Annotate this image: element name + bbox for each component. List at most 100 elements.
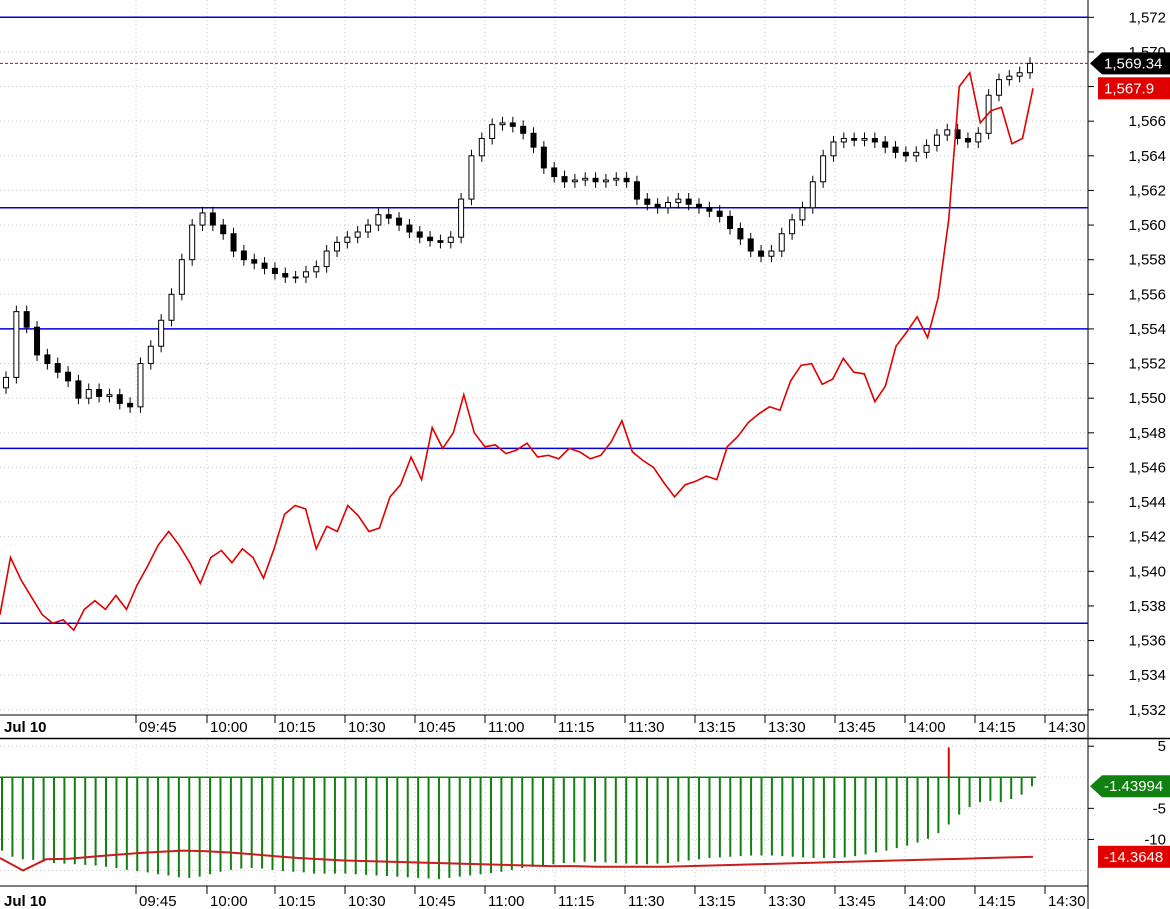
candle: [871, 132, 878, 149]
x-tick-label: 10:30: [348, 719, 386, 736]
candle: [995, 73, 1002, 102]
candle: [913, 146, 920, 162]
candle: [478, 132, 485, 162]
candle: [592, 172, 599, 188]
candle: [623, 172, 630, 188]
candle: [664, 196, 671, 214]
x-tick-label: 11:00: [488, 719, 524, 736]
candle: [561, 170, 568, 188]
histogram-y-axis-ticks: 5 -5 -10: [1088, 738, 1166, 848]
y-tick-label: 1,544: [1128, 494, 1166, 511]
y-tick-label: 1,546: [1128, 459, 1166, 476]
histogram-value-tag-label: -1.43994: [1104, 778, 1163, 795]
y-tick-label: 1,534: [1128, 667, 1166, 684]
x-tick-label: 10:45: [418, 719, 456, 736]
histogram-signal-tag: -14.3648: [1098, 845, 1170, 868]
indicator-tag-label: 1,567.9: [1104, 80, 1154, 97]
x-tick-label: 14:30: [1048, 719, 1086, 736]
candle: [375, 208, 382, 232]
histogram-x-tick-label: 11:00: [488, 893, 524, 909]
histogram-x-tick-label: 13:15: [698, 893, 736, 909]
candle: [582, 172, 589, 187]
candle: [34, 321, 41, 361]
x-tick-label: 13:30: [768, 719, 806, 736]
price-tag-label: 1,569.34: [1104, 55, 1162, 72]
candle: [851, 132, 858, 147]
candle: [964, 132, 971, 149]
histogram-bars: [1, 747, 1033, 880]
candle: [158, 314, 165, 353]
candle: [323, 244, 330, 273]
histogram-x-tick-label: 14:30: [1048, 893, 1086, 909]
indicator-tag: 1,567.9: [1098, 77, 1170, 100]
x-tick-label: 13:45: [838, 719, 876, 736]
candle: [737, 222, 744, 245]
candle: [727, 210, 734, 235]
candle: [199, 206, 206, 232]
candle: [354, 225, 361, 244]
candle: [96, 383, 103, 403]
price-gridlines: [0, 0, 1088, 715]
y-tick-label: 1,536: [1128, 633, 1166, 650]
candle: [251, 253, 258, 270]
histogram-x-tick-label: 10:15: [278, 893, 316, 909]
price-x-axis-ticks: Jul 10 09:45 10:00 10:15 10:30 10:45 11:00 11:1…: [4, 715, 1086, 736]
histogram-x-axis-ticks: Jul 10 09:45 10:00 10:15 10:30 10:45 11:00 11:1…: [4, 886, 1086, 909]
y-tick-label: 1,532: [1128, 702, 1166, 719]
y-tick-label: 1,554: [1128, 321, 1166, 338]
y-tick-label: 1,556: [1128, 286, 1166, 303]
candle: [933, 128, 940, 152]
candle: [778, 227, 785, 258]
price-y-axis-ticks: 1,532 1,534 1,536 1,538 1,540 1,542 1,544 1,546…: [1088, 9, 1166, 719]
y-tick-label: 1,548: [1128, 425, 1166, 442]
histogram-x-tick-label: 10:45: [418, 893, 456, 909]
x-tick-label: 11:30: [628, 719, 664, 736]
candle: [75, 374, 82, 405]
y-tick-label: 1,538: [1128, 598, 1166, 615]
candle: [654, 198, 661, 214]
candle: [892, 141, 899, 159]
candle: [1006, 70, 1013, 86]
y-tick-label: 1,572: [1128, 9, 1166, 26]
candle: [261, 257, 268, 275]
candle: [489, 118, 496, 145]
candle: [696, 198, 703, 214]
candle: [747, 232, 754, 258]
histogram-x-tick-label: 13:30: [768, 893, 806, 909]
candle: [499, 116, 506, 131]
histogram-y-tick-label: -10: [1144, 831, 1166, 848]
candle: [509, 116, 516, 133]
candle: [840, 132, 847, 149]
candle: [540, 141, 547, 174]
histogram-x-tick-label: 11:30: [628, 893, 664, 909]
candle: [189, 219, 196, 266]
histogram-x-tick-label: 14:00: [908, 893, 946, 909]
candle: [178, 253, 185, 301]
candle: [1016, 66, 1023, 83]
x-tick-label: 10:00: [210, 719, 248, 736]
candle: [633, 175, 640, 206]
price-tag: 1,569.34: [1090, 52, 1170, 75]
candle: [530, 127, 537, 154]
candle: [820, 149, 827, 188]
y-tick-label: 1,550: [1128, 390, 1166, 407]
histogram-x-tick-label: 09:45: [139, 893, 177, 909]
candle: [882, 135, 889, 154]
candle: [520, 120, 527, 140]
candle: [137, 357, 144, 413]
candle: [1027, 57, 1033, 79]
histogram-signal-tag-label: -14.3648: [1104, 849, 1163, 866]
candle: [799, 201, 806, 226]
date-label: Jul 10: [4, 719, 47, 736]
x-tick-label: 14:15: [978, 719, 1016, 736]
y-tick-label: 1,564: [1128, 148, 1166, 165]
candle: [830, 135, 837, 162]
y-tick-label: 1,552: [1128, 356, 1166, 373]
candle: [106, 388, 113, 403]
candle: [789, 213, 796, 240]
candle: [809, 175, 816, 214]
x-tick-label: 09:45: [139, 719, 177, 736]
candle: [975, 127, 982, 149]
x-tick-label: 10:15: [278, 719, 316, 736]
